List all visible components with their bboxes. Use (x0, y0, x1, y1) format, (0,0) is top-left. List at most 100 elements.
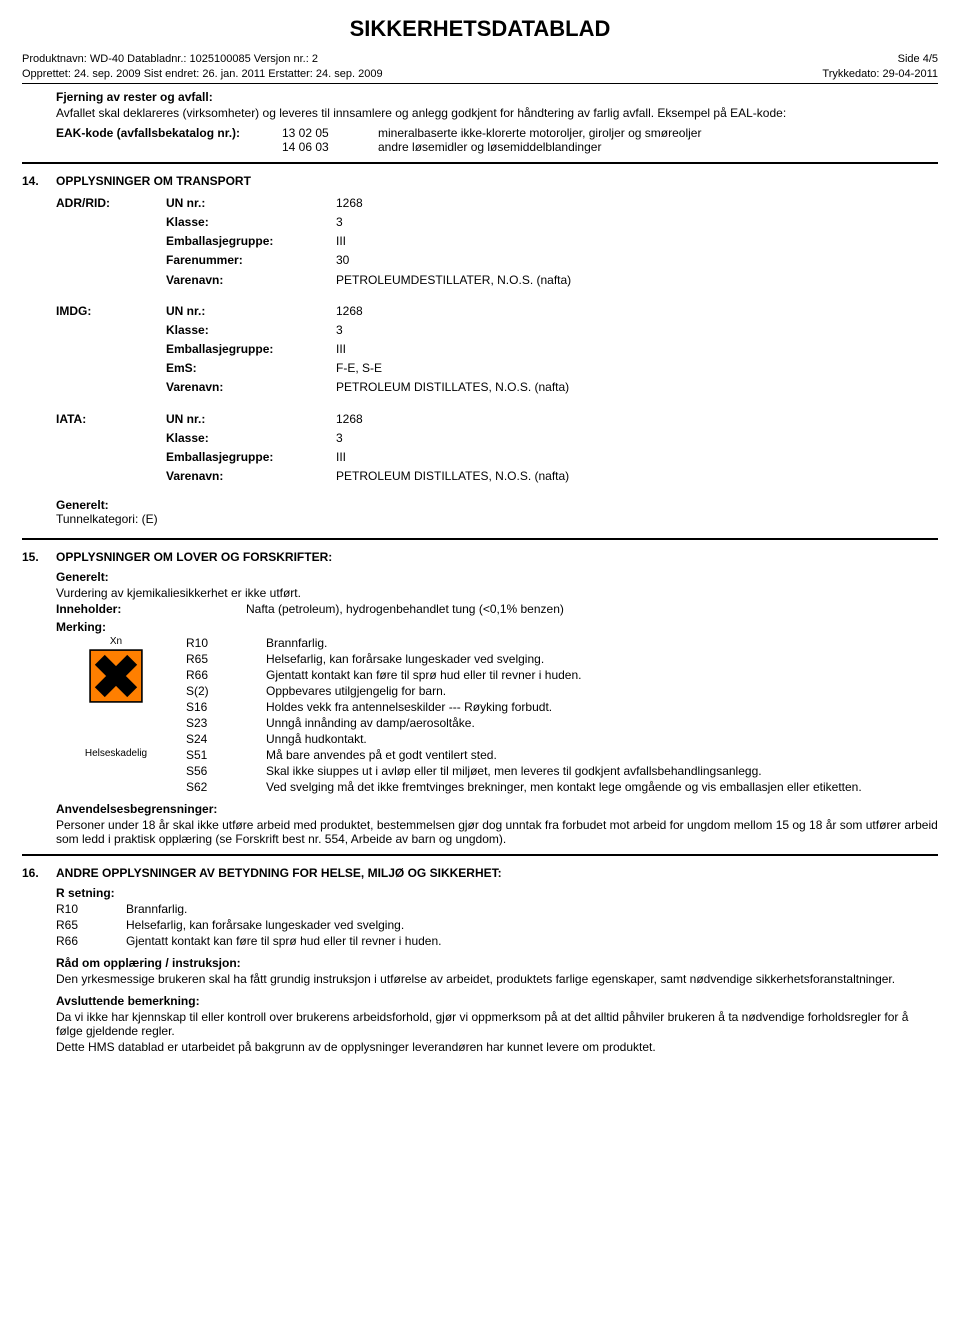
disposal-heading: Fjerning av rester og avfall: (56, 90, 938, 104)
meta-line1-right: Side 4/5 (898, 52, 938, 67)
merk-code: S62 (186, 780, 256, 794)
transport-row: Farenummer:30 (56, 251, 938, 270)
transport-row: Varenavn:PETROLEUM DISTILLATES, N.O.S. (… (56, 467, 938, 486)
inneholder-label: Inneholder: (56, 602, 246, 616)
transport-value: 3 (336, 321, 938, 340)
transport-mode (56, 467, 166, 486)
meta-block: Produktnavn: WD-40 Databladnr.: 10251000… (22, 52, 938, 84)
sec15-generelt-text: Vurdering av kjemikaliesikkerhet er ikke… (56, 586, 938, 600)
eak-label: EAK-kode (avfallsbekatalog nr.): (56, 126, 276, 140)
meta-line2-right: Trykkedato: 29-04-2011 (822, 67, 938, 82)
merk-code: R66 (186, 668, 256, 682)
merk-code: R10 (186, 636, 256, 650)
transport-value: F-E, S-E (336, 359, 938, 378)
transport-mode (56, 213, 166, 232)
eak-desc-0: mineralbaserte ikke-klorerte motoroljer,… (378, 126, 938, 140)
transport-key: Varenavn: (166, 378, 336, 397)
raad-text: Den yrkesmessige brukeren skal ha fått g… (56, 972, 938, 986)
transport-key: UN nr.: (166, 410, 336, 429)
transport-row: IATA:UN nr.:1268 (56, 410, 938, 429)
merk-text: Må bare anvendes på et godt ventilert st… (266, 748, 938, 762)
hazard-icon-column: Xn Helseskadelig (56, 636, 176, 759)
merk-text: Unngå hudkontakt. (266, 732, 938, 746)
transport-block: IMDG:UN nr.:1268Klasse:3Emballasjegruppe… (56, 302, 938, 398)
avsl-text1: Da vi ikke har kjennskap til eller kontr… (56, 1010, 938, 1038)
meta-line1-left: Produktnavn: WD-40 Databladnr.: 10251000… (22, 52, 318, 67)
transport-value: 3 (336, 213, 938, 232)
merk-code: S16 (186, 700, 256, 714)
avsl-label: Avsluttende bemerkning: (56, 994, 938, 1008)
transport-mode (56, 251, 166, 270)
rsetning-code: R66 (56, 934, 126, 948)
merk-text: Ved svelging må det ikke fremtvinges bre… (266, 780, 938, 794)
sec16-heading: ANDRE OPPLYSNINGER AV BETYDNING FOR HELS… (56, 866, 938, 880)
merking-label: Merking: (56, 620, 938, 634)
divider (22, 538, 938, 540)
transport-value: PETROLEUMDESTILLATER, N.O.S. (nafta) (336, 271, 938, 290)
rsetning-code: R65 (56, 918, 126, 932)
transport-key: Emballasjegruppe: (166, 340, 336, 359)
raad-label: Råd om opplæring / instruksjon: (56, 956, 938, 970)
hazard-x-icon (89, 649, 143, 703)
rsetning-label: R setning: (56, 886, 938, 900)
transport-row: Emballasjegruppe:III (56, 340, 938, 359)
divider (22, 162, 938, 164)
divider (22, 854, 938, 856)
meta-line2-left: Opprettet: 24. sep. 2009 Sist endret: 26… (22, 67, 383, 82)
anv-label: Anvendelsesbegrensninger: (56, 802, 938, 816)
sec14-num: 14. (22, 174, 56, 188)
sec15-generelt-label: Generelt: (56, 570, 938, 584)
transport-value: 3 (336, 429, 938, 448)
rsetning-text: Gjentatt kontakt kan føre til sprø hud e… (126, 934, 938, 948)
transport-mode: ADR/RID: (56, 194, 166, 213)
merk-code: S24 (186, 732, 256, 746)
rsetning-text: Brannfarlig. (126, 902, 938, 916)
transport-key: Klasse: (166, 321, 336, 340)
disposal-text: Avfallet skal deklareres (virksomheter) … (56, 106, 938, 120)
transport-row: Emballasjegruppe:III (56, 448, 938, 467)
merk-code: S23 (186, 716, 256, 730)
transport-block: ADR/RID:UN nr.:1268Klasse:3Emballasjegru… (56, 194, 938, 290)
eak-code-1: 14 06 03 (282, 140, 372, 154)
inneholder-text: Nafta (petroleum), hydrogenbehandlet tun… (246, 602, 938, 616)
merk-code: R65 (186, 652, 256, 666)
transport-key: Emballasjegruppe: (166, 448, 336, 467)
transport-key: Emballasjegruppe: (166, 232, 336, 251)
sec14-generelt-label: Generelt: (56, 498, 938, 512)
disposal-section: Fjerning av rester og avfall: Avfallet s… (56, 90, 938, 154)
merk-code: S(2) (186, 684, 256, 698)
transport-value: III (336, 340, 938, 359)
avsl-text2: Dette HMS datablad er utarbeidet på bakg… (56, 1040, 938, 1054)
transport-row: Klasse:3 (56, 213, 938, 232)
merk-text: Helsefarlig, kan forårsake lungeskader v… (266, 652, 938, 666)
transport-value: 1268 (336, 410, 938, 429)
transport-key: Varenavn: (166, 271, 336, 290)
hazard-xn-label: Xn (56, 636, 176, 647)
anv-text: Personer under 18 år skal ikke utføre ar… (56, 818, 938, 846)
sec14-heading: OPPLYSNINGER OM TRANSPORT (56, 174, 938, 188)
rsetning-text: Helsefarlig, kan forårsake lungeskader v… (126, 918, 938, 932)
transport-key: UN nr.: (166, 194, 336, 213)
transport-mode (56, 340, 166, 359)
transport-mode: IMDG: (56, 302, 166, 321)
transport-value: 1268 (336, 302, 938, 321)
transport-row: Emballasjegruppe:III (56, 232, 938, 251)
merk-text: Gjentatt kontakt kan føre til sprø hud e… (266, 668, 938, 682)
transport-row: Varenavn:PETROLEUMDESTILLATER, N.O.S. (n… (56, 271, 938, 290)
transport-value: PETROLEUM DISTILLATES, N.O.S. (nafta) (336, 467, 938, 486)
transport-mode (56, 448, 166, 467)
merk-text: Oppbevares utilgjengelig for barn. (266, 684, 938, 698)
merk-text: Unngå innånding av damp/aerosoltåke. (266, 716, 938, 730)
transport-value: PETROLEUM DISTILLATES, N.O.S. (nafta) (336, 378, 938, 397)
sec15-heading: OPPLYSNINGER OM LOVER OG FORSKRIFTER: (56, 550, 938, 564)
eak-desc-1: andre løsemidler og løsemiddelblandinger (378, 140, 938, 154)
merk-code: S51 (186, 748, 256, 762)
transport-row: IMDG:UN nr.:1268 (56, 302, 938, 321)
transport-row: ADR/RID:UN nr.:1268 (56, 194, 938, 213)
transport-mode (56, 359, 166, 378)
merk-code: S56 (186, 764, 256, 778)
transport-mode (56, 232, 166, 251)
transport-block: IATA:UN nr.:1268Klasse:3Emballasjegruppe… (56, 410, 938, 487)
sec16-num: 16. (22, 866, 56, 880)
transport-key: Klasse: (166, 213, 336, 232)
